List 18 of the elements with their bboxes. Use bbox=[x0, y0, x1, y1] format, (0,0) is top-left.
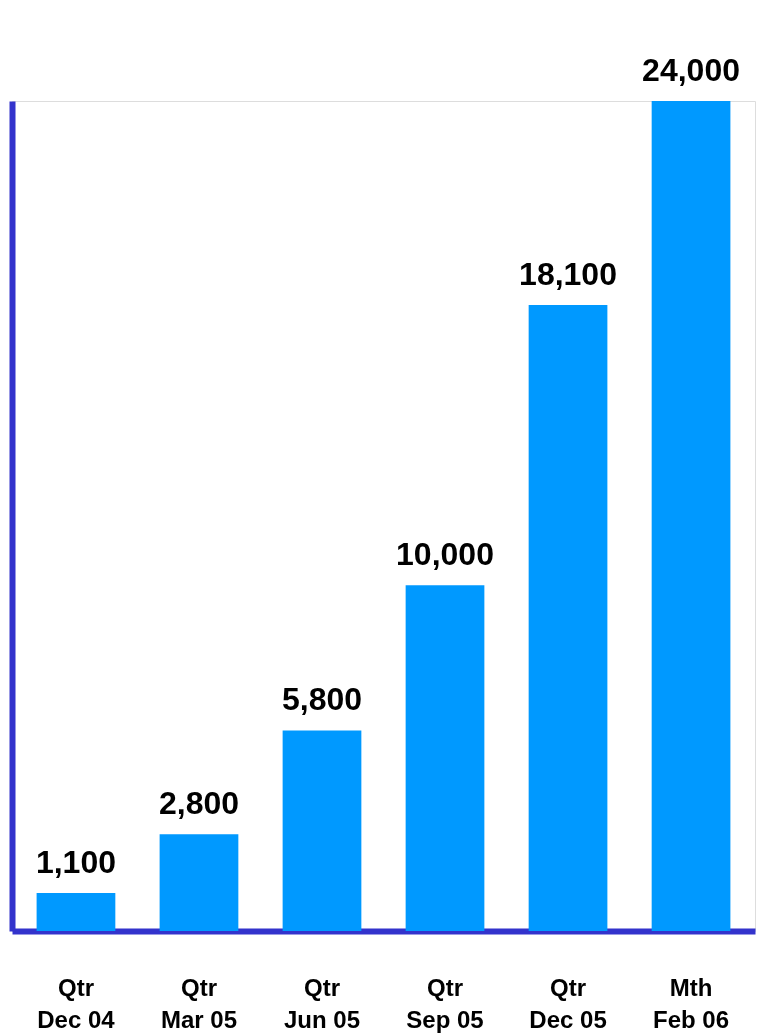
data-label: 18,100 bbox=[519, 256, 617, 293]
x-tick-label: Mth Feb 06 bbox=[653, 973, 730, 1033]
x-tick-label: Qtr Mar 05 bbox=[160, 973, 237, 1033]
bar bbox=[36, 892, 116, 931]
bar bbox=[405, 585, 485, 931]
bar bbox=[528, 305, 608, 931]
x-tick-label: Qtr Dec 04 bbox=[37, 973, 116, 1033]
bar bbox=[159, 834, 239, 931]
data-label: 5,800 bbox=[281, 681, 363, 718]
x-tick-label: Qtr Sep 05 bbox=[406, 973, 484, 1033]
x-tick-label: Qtr Jun 05 bbox=[283, 973, 361, 1033]
bar bbox=[282, 730, 362, 931]
data-label: 1,100 bbox=[35, 843, 117, 880]
data-label: 2,800 bbox=[158, 785, 240, 822]
data-label: 10,000 bbox=[396, 536, 494, 573]
x-tick-label: Qtr Dec 05 bbox=[529, 973, 607, 1033]
bar bbox=[651, 101, 731, 931]
data-label: 24,000 bbox=[642, 52, 740, 88]
